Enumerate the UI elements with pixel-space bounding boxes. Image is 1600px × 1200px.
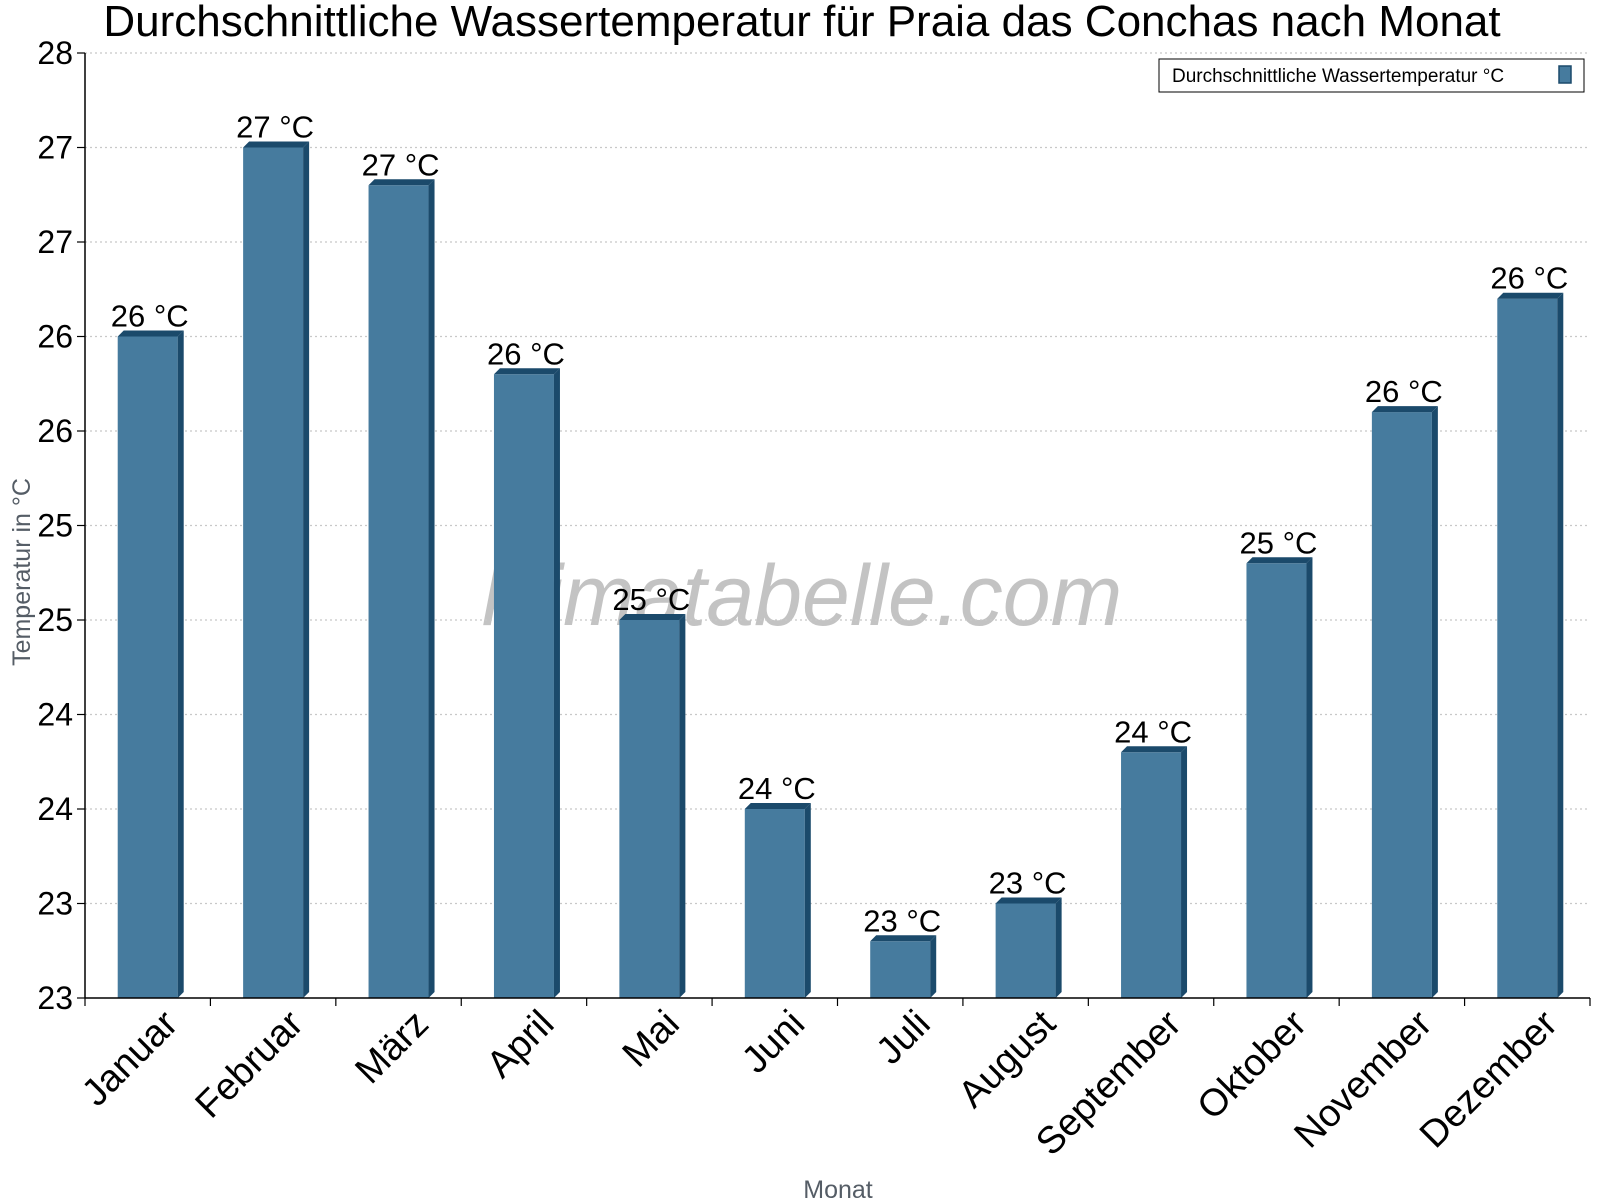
- data-label: 23 °C: [863, 903, 941, 938]
- data-label: 26 °C: [487, 336, 565, 371]
- bar-side-edge: [1306, 557, 1313, 998]
- bar-side-edge: [930, 935, 937, 998]
- x-tick-label: Januar: [74, 1002, 186, 1114]
- bar-side-edge: [1181, 746, 1188, 998]
- bar: [368, 179, 435, 999]
- bar: [995, 897, 1062, 998]
- bars: [117, 141, 1564, 999]
- y-tick-label: 25: [37, 508, 73, 544]
- data-label: 25 °C: [612, 582, 690, 617]
- bar-top-edge: [1371, 406, 1438, 413]
- x-tick-label: März: [347, 1003, 436, 1092]
- y-tick-label: 24: [37, 791, 73, 827]
- data-label: 25 °C: [1240, 525, 1318, 560]
- y-tick-label: 27: [37, 130, 73, 166]
- gridlines: [85, 52, 1590, 905]
- data-label: 23 °C: [989, 866, 1067, 901]
- bar-body: [1121, 752, 1182, 998]
- legend-label: Durchschnittliche Wassertemperatur °C: [1172, 66, 1504, 87]
- bar-body: [368, 185, 429, 999]
- bar-top-edge: [619, 614, 686, 620]
- x-tick-label: Dezember: [1412, 1002, 1566, 1156]
- bar-top-edge: [117, 330, 184, 337]
- data-label: 24 °C: [1114, 714, 1192, 749]
- bar-side-edge: [553, 368, 560, 998]
- bar-side-edge: [1055, 897, 1062, 998]
- bar: [493, 368, 560, 998]
- bar: [1497, 292, 1564, 998]
- watermark: klimatabelle.com: [482, 548, 1122, 644]
- bar: [870, 935, 937, 998]
- y-tick-label: 26: [37, 319, 73, 355]
- data-label: 26 °C: [111, 299, 189, 334]
- bar-body: [1497, 298, 1558, 998]
- bar-body: [1371, 412, 1432, 999]
- data-label: 26 °C: [1365, 374, 1443, 409]
- x-tick-label: August: [951, 1002, 1065, 1116]
- y-tick-label: 24: [37, 697, 73, 733]
- bar-top-edge: [870, 935, 937, 942]
- bar-body: [995, 903, 1056, 998]
- bar: [1246, 557, 1313, 998]
- x-tick-label: Oktober: [1190, 1002, 1316, 1128]
- data-labels: 26 °C 27 °C 27 °C 26 °C 25 °C 24 °C 23 °C 23 °C…: [111, 110, 1568, 939]
- bar-top-edge: [1121, 746, 1188, 753]
- x-tick-label: Mai: [615, 1003, 688, 1076]
- y-tick-label: 23: [37, 886, 73, 922]
- bar-top-edge: [1246, 557, 1313, 564]
- bar-body: [744, 809, 805, 998]
- bar: [117, 330, 184, 998]
- bar-top-edge: [995, 897, 1062, 904]
- bar-top-edge: [243, 141, 310, 148]
- bar-side-edge: [428, 179, 435, 999]
- bar-side-edge: [1431, 406, 1438, 999]
- bar-body: [493, 374, 554, 998]
- y-tick-label: 27: [37, 224, 73, 260]
- y-tick-label: 28: [37, 35, 73, 71]
- bar-side-edge: [1557, 292, 1564, 998]
- bar-body: [870, 941, 931, 998]
- bar-body: [117, 336, 178, 998]
- bar: [619, 614, 686, 998]
- bar: [1121, 746, 1188, 998]
- bar-top-edge: [1497, 292, 1564, 299]
- bar-top-edge: [493, 368, 560, 375]
- data-label: 24 °C: [738, 771, 816, 806]
- data-label: 27 °C: [362, 147, 440, 182]
- chart-title: Durchschnittliche Wassertemperatur für P…: [103, 0, 1500, 46]
- y-tick-label: 25: [37, 602, 73, 638]
- bar-body: [619, 620, 680, 998]
- x-tick-label: April: [479, 1003, 562, 1086]
- bar: [744, 803, 811, 998]
- y-tick-label: 23: [37, 980, 73, 1016]
- bar: [1371, 406, 1438, 999]
- legend: Durchschnittliche Wassertemperatur °C: [1158, 58, 1585, 93]
- bar-side-edge: [804, 803, 811, 998]
- data-label: 27 °C: [236, 110, 314, 145]
- data-label: 26 °C: [1490, 261, 1568, 296]
- x-tick-label: Juni: [734, 1003, 813, 1082]
- legend-box: [1158, 58, 1585, 93]
- bar-body: [1246, 563, 1307, 998]
- x-axis-title: Monat: [803, 1176, 873, 1200]
- x-tick-label: Juli: [869, 1003, 939, 1073]
- bar-side-edge: [679, 614, 686, 998]
- bar-side-edge: [177, 330, 184, 998]
- y-tick-label: 26: [37, 413, 73, 449]
- x-tick-label: Februar: [188, 1002, 312, 1126]
- bar-top-edge: [744, 803, 811, 809]
- y-axis-title: Temperatur in °C: [8, 478, 36, 666]
- bar: [243, 141, 310, 998]
- bar-body: [243, 147, 304, 998]
- legend-swatch: [1558, 65, 1572, 84]
- bar-top-edge: [368, 179, 435, 186]
- bar-side-edge: [303, 141, 310, 998]
